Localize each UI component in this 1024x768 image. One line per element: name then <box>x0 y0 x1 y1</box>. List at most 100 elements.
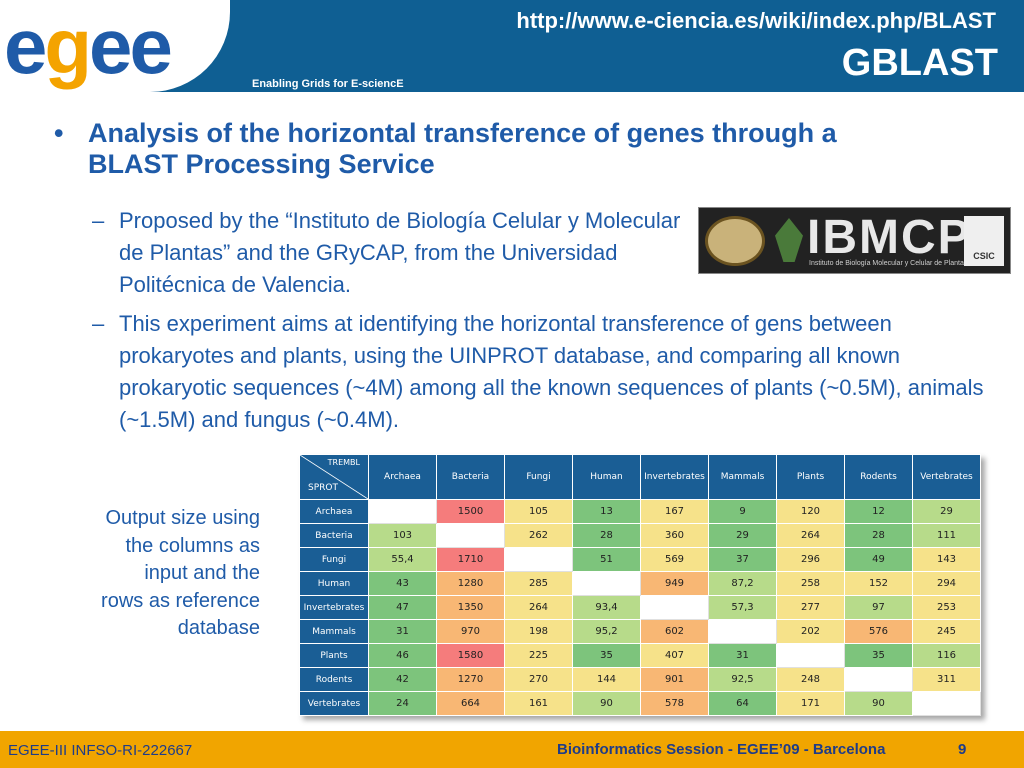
row-header: Archaea <box>299 499 369 524</box>
table-row: Invertebrates 47 1350 264 93,4 57,3 277 97 253 <box>299 595 981 620</box>
table-cell: 35 <box>844 643 913 668</box>
table-cell: 360 <box>640 523 709 548</box>
table-cell: 970 <box>436 619 505 644</box>
table-cell: 277 <box>776 595 845 620</box>
table-cell <box>912 691 981 716</box>
table-cell: 1350 <box>436 595 505 620</box>
table-cell: 901 <box>640 667 709 692</box>
table-corner: TREMBL SPROT <box>299 454 369 500</box>
table-cell: 42 <box>368 667 437 692</box>
row-header: Human <box>299 571 369 596</box>
table-cell: 569 <box>640 547 709 572</box>
tagline: Enabling Grids for E-sciencE <box>252 78 404 90</box>
table-row: Fungi 55,4 1710 51 569 37 296 49 143 <box>299 547 981 572</box>
table-row: Archaea 1500 105 13 167 9 120 12 29 <box>299 499 981 524</box>
table-cell: 64 <box>708 691 777 716</box>
column-header: Rodents <box>844 454 913 500</box>
table-cell: 578 <box>640 691 709 716</box>
row-header: Mammals <box>299 619 369 644</box>
table-cell: 152 <box>844 571 913 596</box>
table-cell: 87,2 <box>708 571 777 596</box>
column-header: Vertebrates <box>912 454 981 500</box>
table-cell: 576 <box>844 619 913 644</box>
table-cell: 47 <box>368 595 437 620</box>
table-cell: 29 <box>912 499 981 524</box>
table-cell: 264 <box>504 595 573 620</box>
table-cell: 949 <box>640 571 709 596</box>
table-cell: 253 <box>912 595 981 620</box>
table-cell: 262 <box>504 523 573 548</box>
table-cell: 161 <box>504 691 573 716</box>
table-row: Rodents 42 1270 270 144 901 92,5 248 311 <box>299 667 981 692</box>
corner-trembl-label: TREMBL <box>327 458 360 467</box>
table-cell: 311 <box>912 667 981 692</box>
table-cell: 105 <box>504 499 573 524</box>
column-header: Human <box>572 454 641 500</box>
main-bullet-text: Analysis of the horizontal transference … <box>88 118 837 179</box>
egee-logo: egee <box>4 2 173 90</box>
row-header: Vertebrates <box>299 691 369 716</box>
column-header: Fungi <box>504 454 573 500</box>
logo-area: egee <box>0 0 230 92</box>
row-header: Bacteria <box>299 523 369 548</box>
table-cell <box>436 523 505 548</box>
table-cell: 90 <box>844 691 913 716</box>
sub-bullet-proposed: – Proposed by the “Instituto de Biología… <box>92 205 692 301</box>
table-header-row: TREMBL SPROT Archaea Bacteria Fungi Human In… <box>299 454 981 500</box>
diagonal-divider-icon <box>300 455 368 499</box>
table-cell: 95,2 <box>572 619 641 644</box>
table-cell: 143 <box>912 547 981 572</box>
table-cell: 29 <box>708 523 777 548</box>
header-bar: egee Enabling Grids for E-sciencE http:/… <box>0 0 1024 92</box>
results-table: TREMBL SPROT Archaea Bacteria Fungi Human In… <box>299 454 981 716</box>
corner-sprot-label: SPROT <box>308 483 338 493</box>
table-cell: 285 <box>504 571 573 596</box>
table-cell: 13 <box>572 499 641 524</box>
row-header: Rodents <box>299 667 369 692</box>
table-cell: 55,4 <box>368 547 437 572</box>
table-cell: 103 <box>368 523 437 548</box>
table-cell: 248 <box>776 667 845 692</box>
table-cell: 97 <box>844 595 913 620</box>
ibmcp-name: IBMCP <box>807 211 972 264</box>
dash-icon: – <box>92 311 105 336</box>
table-cell: 37 <box>708 547 777 572</box>
table-cell: 407 <box>640 643 709 668</box>
table-row: Plants 46 1580 225 35 407 31 35 116 <box>299 643 981 668</box>
table-cell: 198 <box>504 619 573 644</box>
table-cell <box>776 643 845 668</box>
table-cell: 144 <box>572 667 641 692</box>
table-row: Human 43 1280 285 949 87,2 258 152 294 <box>299 571 981 596</box>
table-cell: 1710 <box>436 547 505 572</box>
table-cell: 664 <box>436 691 505 716</box>
table-cell: 1280 <box>436 571 505 596</box>
table-cell: 51 <box>572 547 641 572</box>
dash-icon: – <box>92 208 105 233</box>
table-cell: 24 <box>368 691 437 716</box>
sub-bullet-text: This experiment aims at identifying the … <box>119 311 984 432</box>
table-cell: 46 <box>368 643 437 668</box>
table-cell: 1500 <box>436 499 505 524</box>
table-caption: Output size using the columns as input a… <box>101 507 260 639</box>
table-cell: 167 <box>640 499 709 524</box>
sub-bullet-text: Proposed by the “Instituto de Biología C… <box>119 208 681 297</box>
table-cell: 120 <box>776 499 845 524</box>
table-cell: 270 <box>504 667 573 692</box>
table-cell: 171 <box>776 691 845 716</box>
table-cell: 116 <box>912 643 981 668</box>
table-cell: 43 <box>368 571 437 596</box>
plant-leaf-icon <box>775 218 803 262</box>
table-cell: 296 <box>776 547 845 572</box>
university-seal-icon <box>705 216 765 266</box>
table-cell: 57,3 <box>708 595 777 620</box>
footer-session: Bioinformatics Session - EGEE’09 - Barce… <box>557 741 886 758</box>
column-header: Archaea <box>368 454 437 500</box>
footer-bar: EGEE-III INFSO-RI-222667 Bioinformatics … <box>0 731 1024 768</box>
table-cell: 90 <box>572 691 641 716</box>
table-cell: 93,4 <box>572 595 641 620</box>
table-cell: 28 <box>844 523 913 548</box>
table-row: Bacteria 103 262 28 360 29 264 28 111 <box>299 523 981 548</box>
table-cell: 264 <box>776 523 845 548</box>
column-header: Bacteria <box>436 454 505 500</box>
table-cell: 245 <box>912 619 981 644</box>
